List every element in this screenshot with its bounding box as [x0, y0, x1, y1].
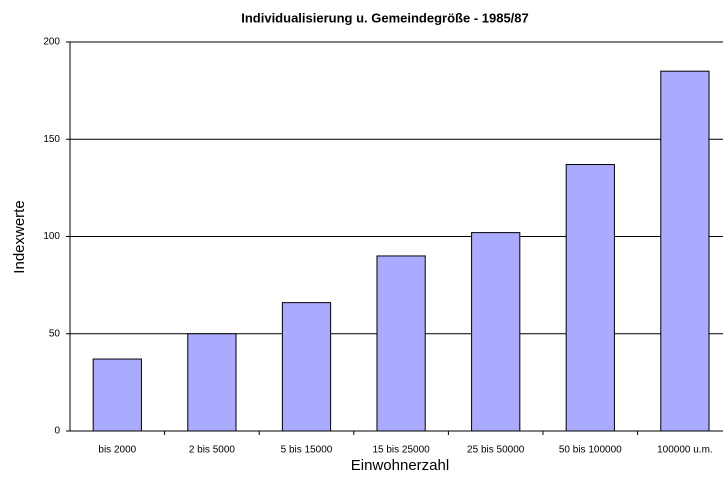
x-tick-label: 5 bis 15000: [281, 445, 333, 456]
bar: [660, 70, 710, 432]
y-tick-label: 100: [43, 231, 60, 242]
y-tick-label: 0: [54, 426, 60, 437]
x-axis-label: Einwohnerzahl: [351, 457, 449, 474]
bar: [281, 302, 332, 432]
y-tick-label: 50: [49, 328, 61, 339]
y-tick-label: 150: [43, 134, 60, 145]
x-tick-label: 50 bis 100000: [559, 445, 622, 456]
bar: [92, 358, 142, 432]
y-axis-label: Indexwerte: [11, 200, 28, 273]
x-tick-label: bis 2000: [98, 445, 136, 456]
x-tick-label: 100000 u.m.: [657, 445, 713, 456]
chart-title: Individualisierung u. Gemeindegröße - 19…: [241, 10, 529, 25]
bar: [376, 255, 426, 432]
y-tick-label: 200: [43, 37, 60, 48]
x-tick-label: 2 bis 5000: [189, 445, 236, 456]
x-tick-label: 25 bis 50000: [467, 445, 525, 456]
bar: [565, 164, 615, 432]
x-tick-label: 15 bis 25000: [372, 445, 430, 456]
bar: [187, 333, 237, 432]
bar: [471, 232, 521, 432]
